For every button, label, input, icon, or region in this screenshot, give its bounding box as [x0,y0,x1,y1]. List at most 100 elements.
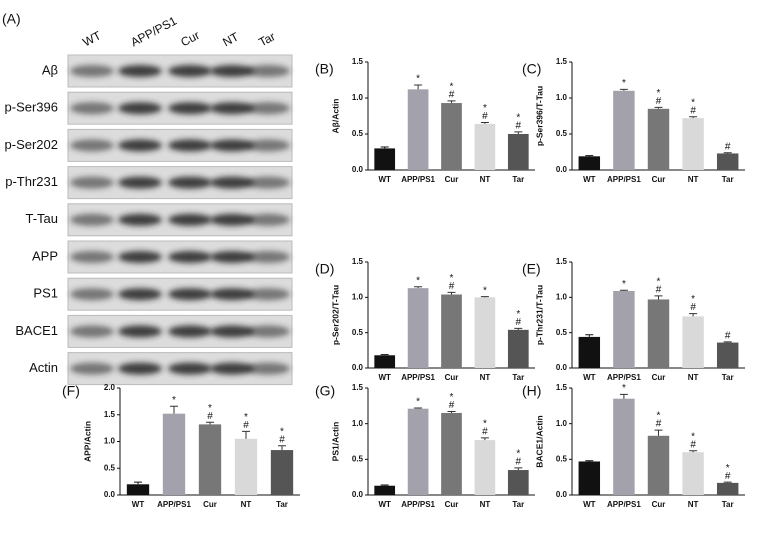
bar [407,408,429,495]
lane-label: NT [220,29,241,49]
y-axis-label: BACE1/Actin [534,415,544,467]
significance-mark: * [691,294,695,305]
bar [374,485,396,495]
blot-band [210,288,254,301]
significance-mark: # [725,141,731,152]
panel-label: (F) [62,383,80,399]
blot-band [210,176,254,189]
significance-mark: * [516,112,520,123]
significance-mark: * [622,78,626,89]
error-bar [654,106,663,109]
error-bar [242,430,250,439]
y-tick-label: 1.0 [556,419,568,428]
blot-band [70,288,114,301]
blot-band [246,362,290,375]
row-label: p-Ser202 [5,137,58,152]
error-bar [585,155,594,157]
y-tick-label: 0.0 [556,490,568,499]
significance-mark: # [656,285,662,296]
x-tick-label: NT [241,500,252,509]
significance-mark: * [622,383,626,394]
x-tick-label: Tar [722,175,734,184]
bar [474,440,496,495]
error-bar [414,84,423,90]
bar [198,424,222,495]
x-tick-label: Tar [512,500,524,509]
x-tick-label: Cur [203,500,217,509]
x-tick-label: NT [480,500,491,509]
significance-mark: * [244,412,248,423]
blot-band [118,213,162,226]
bar [234,438,258,495]
blot-band [168,139,212,152]
bar [578,156,601,170]
bar [441,412,462,495]
blot-band [168,213,212,226]
error-bar [170,405,178,414]
error-bar [514,131,523,134]
bar [716,342,739,368]
y-tick-label: 0.5 [556,129,568,138]
error-bar [447,291,456,295]
blot-band [118,139,162,152]
panel-label: (D) [315,261,334,277]
panel-label: (B) [315,61,334,77]
row-label: p-Ser396 [5,100,58,115]
significance-mark: # [690,439,696,450]
significance-mark: * [657,411,661,422]
significance-mark: * [657,277,661,288]
error-bar [380,354,389,356]
bar [682,316,704,368]
bar [407,288,429,368]
bar [126,484,150,495]
significance-mark: # [725,471,731,482]
panel-label: (C) [522,61,541,77]
x-tick-label: Tar [276,500,288,509]
blot-band [70,213,114,226]
significance-mark: # [516,317,522,328]
x-tick-label: APP/PS1 [401,373,435,382]
blot-band [118,65,162,77]
blot-band [210,362,254,375]
y-tick-label: 1.0 [104,437,116,446]
bar [613,90,635,170]
significance-mark: * [280,426,284,437]
significance-mark: * [483,285,487,296]
error-bar [514,327,523,330]
blot-band [210,325,254,338]
error-bar [206,421,214,425]
error-bar [414,286,423,289]
bar [647,435,670,495]
blot-band [118,102,162,115]
error-bar [654,429,663,436]
blot-band [168,362,212,375]
significance-mark: # [449,400,455,411]
significance-mark: * [726,463,730,474]
x-tick-label: NT [688,175,699,184]
bar [716,153,739,170]
x-tick-label: WT [132,500,145,509]
bar [441,294,462,368]
panel-label: (A) [2,11,21,27]
row-label: BACE1 [15,323,58,338]
significance-mark: # [449,90,455,101]
x-tick-label: APP/PS1 [157,500,191,509]
significance-mark: * [516,309,520,320]
y-tick-label: 0.0 [352,490,364,499]
x-tick-label: WT [583,373,596,382]
x-tick-label: WT [583,500,596,509]
panel-label: (G) [315,383,335,399]
row-label: APP [32,248,58,263]
significance-mark: * [416,275,420,286]
error-bar [723,152,732,154]
error-bar [480,296,489,298]
bar [682,452,704,495]
y-axis-label: APP/Actin [82,421,92,462]
y-tick-label: 1.5 [352,383,364,392]
bar [613,290,635,368]
row-label: Aβ [42,62,58,77]
x-tick-label: Cur [445,373,459,382]
significance-mark: * [450,392,454,403]
x-tick-label: APP/PS1 [401,500,435,509]
